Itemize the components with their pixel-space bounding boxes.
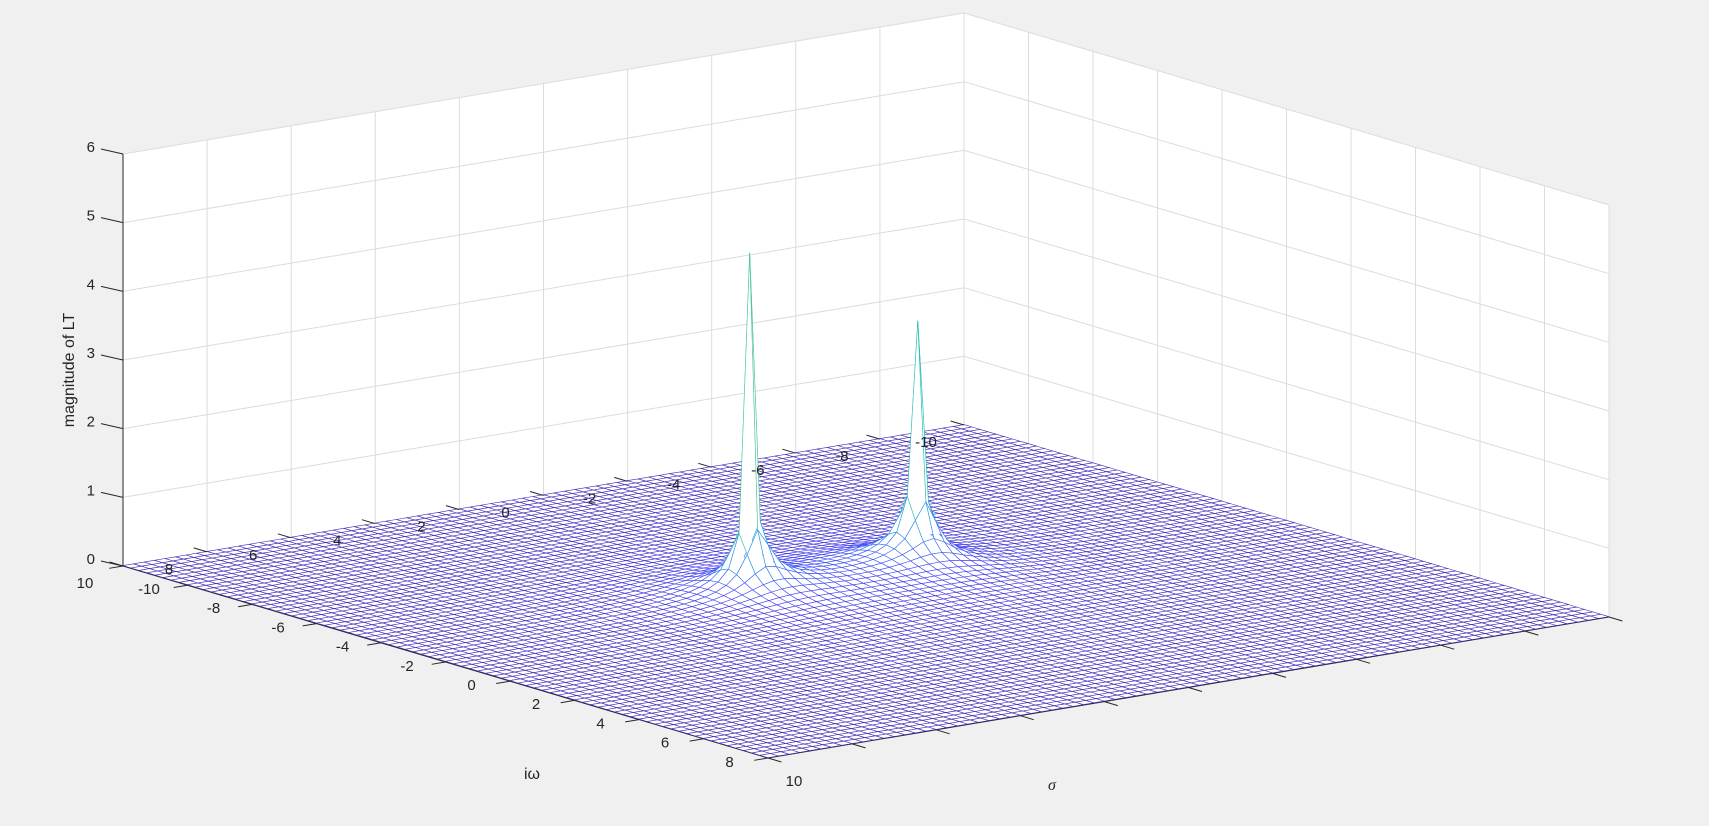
surface-plot[interactable]: -10-8-6-4-20246810-10-8-6-4-202468100123… [0,0,1709,821]
